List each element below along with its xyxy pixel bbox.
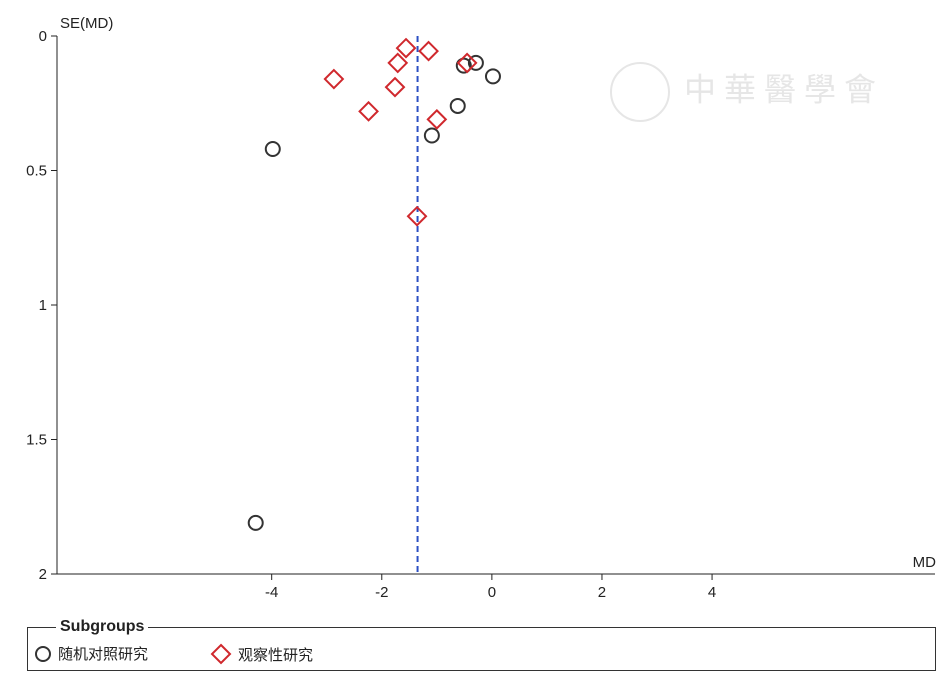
observational-point — [406, 205, 428, 227]
y-tick-label: 1.5 — [26, 432, 47, 449]
x-tick-label: -2 — [375, 584, 388, 601]
y-tick-label: 0 — [39, 28, 47, 45]
diamond-marker-icon — [210, 643, 232, 665]
legend-label: 观察性研究 — [238, 646, 314, 664]
legend-item-observational: 观察性研究 — [210, 643, 313, 665]
x-tick-label: 0 — [488, 584, 496, 601]
y-tick-label: 2 — [39, 566, 47, 583]
legend: Subgroups 随机对照研究 观察性研究 — [27, 618, 936, 671]
circle-marker-icon — [35, 645, 51, 662]
observational-point — [418, 40, 439, 62]
rct-point — [467, 54, 484, 71]
rct-point — [247, 514, 264, 531]
watermark: 中華醫學會 — [610, 62, 884, 122]
y-axis-label: SE(MD) — [60, 15, 113, 32]
observational-point — [456, 52, 478, 74]
observational-point — [323, 68, 345, 90]
x-tick-label: 4 — [708, 584, 716, 601]
seal-logo — [610, 62, 670, 122]
legend-item-rct: 随机对照研究 — [34, 643, 148, 664]
rct-point — [449, 97, 466, 114]
legend-title: Subgroups — [56, 618, 149, 636]
rct-point — [423, 127, 440, 144]
x-tick-label: -4 — [265, 584, 278, 601]
plot-area: SE(MD) MD -4 -2 0 2 4 0 0.5 1 1.5 2 — [26, 15, 936, 601]
observational-point — [358, 100, 379, 122]
observational-point — [395, 37, 417, 59]
observational-point — [426, 108, 448, 130]
y-tick-label: 0.5 — [26, 163, 47, 180]
y-tick-label: 1 — [39, 297, 47, 314]
legend-label: 随机对照研究 — [58, 646, 149, 663]
x-axis-label: MD — [913, 554, 936, 571]
x-tick-label: 2 — [598, 584, 606, 601]
observational-point — [387, 52, 409, 74]
rct-point — [484, 68, 501, 85]
rct-point — [264, 140, 281, 157]
observational-point — [384, 76, 406, 98]
